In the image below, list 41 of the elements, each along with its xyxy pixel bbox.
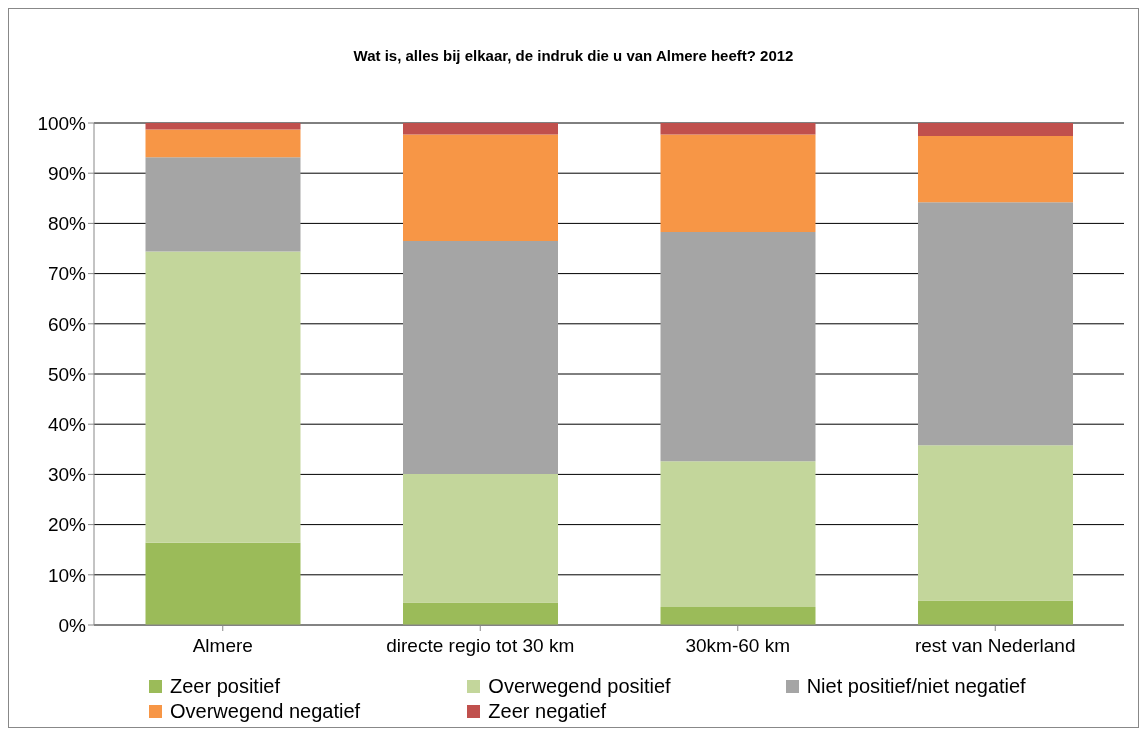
bar: [660, 123, 816, 135]
y-tick-label: 40%: [47, 413, 87, 435]
legend-label: Niet positief/niet negatief: [806, 675, 1026, 698]
x-tick-label: 30km-60 km: [685, 635, 791, 657]
x-tick-label: directe regio tot 30 km: [386, 635, 575, 657]
bar: [918, 445, 1073, 601]
bar: [660, 231, 816, 462]
legend-label: Overwegend positief: [488, 675, 671, 698]
y-tick-label: 20%: [47, 514, 87, 536]
y-tick-label: 60%: [47, 313, 87, 335]
bar: [145, 157, 301, 252]
bar: [403, 123, 558, 135]
x-tick-label: rest van Nederland: [914, 635, 1076, 657]
legend-label: Zeer positief: [170, 675, 281, 698]
bar: [660, 606, 816, 625]
legend-label: Overwegend negatief: [170, 700, 361, 723]
bar: [403, 602, 558, 625]
x-tick-label: Almere: [192, 635, 253, 657]
y-tick-label: 0%: [58, 614, 87, 636]
y-tick-label: 70%: [47, 263, 87, 285]
y-tick-label: 10%: [47, 564, 87, 586]
y-tick-label: 50%: [47, 363, 87, 385]
y-tick-label: 30%: [47, 464, 87, 486]
bar: [918, 600, 1073, 625]
bar: [145, 251, 301, 543]
bar: [145, 129, 301, 158]
y-tick-label: 90%: [47, 162, 87, 184]
bar: [660, 461, 816, 607]
bar: [918, 123, 1073, 137]
bar: [918, 202, 1073, 446]
y-tick-label: 80%: [47, 213, 87, 235]
bar: [918, 136, 1073, 203]
bar: [403, 134, 558, 241]
bar: [403, 473, 558, 603]
bar: [145, 123, 301, 130]
bar: [145, 542, 301, 625]
bar: [403, 240, 558, 474]
y-tick-label: 100%: [37, 112, 87, 134]
chart-title: Wat is, alles bij elkaar, de indruk die u van Almere heeft? 2012: [352, 47, 795, 64]
legend-label: Zeer negatief: [488, 700, 607, 723]
bar: [660, 134, 816, 232]
